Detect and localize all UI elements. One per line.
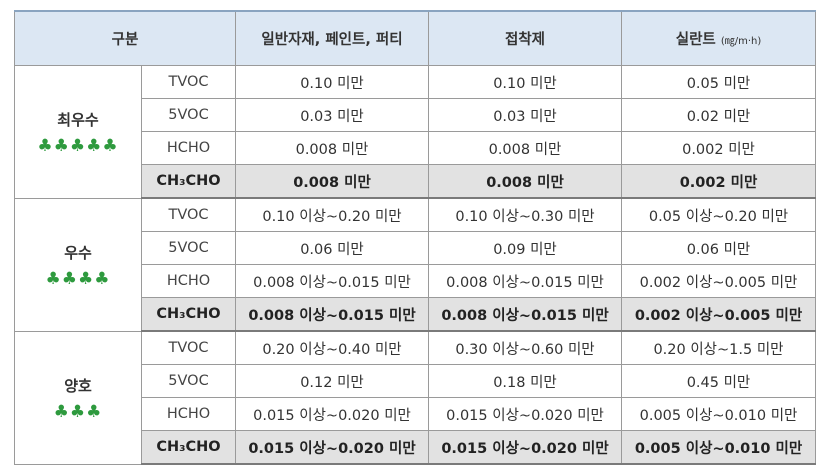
sealant-value: 0.20 이상~1.5 미만	[621, 330, 816, 365]
substance-cell: TVOC	[141, 330, 236, 365]
table-row: 5VOC 0.12 미만 0.18 미만 0.45 미만	[15, 364, 816, 398]
header-row: 구분 일반자재, 페인트, 퍼티 접착제 실란트 (㎎/m·h)	[14, 10, 816, 66]
clover-rating-icon: ♣♣♣♣♣	[37, 136, 119, 157]
general-materials-value: 0.12 미만	[235, 364, 429, 398]
header-sealant-unit: (㎎/m·h)	[720, 36, 762, 47]
adhesive-value: 0.09 미만	[428, 231, 622, 265]
sealant-value: 0.002 이상~0.005 미만	[621, 297, 816, 332]
grade-cell: 우수 ♣♣♣♣	[14, 197, 142, 332]
substance-cell: CH₃CHO	[141, 430, 236, 465]
sealant-value: 0.002 미만	[621, 164, 816, 199]
general-materials-value: 0.008 이상~0.015 미만	[235, 297, 429, 332]
general-materials-value: 0.015 이상~0.020 미만	[235, 397, 429, 431]
grade-cell: 최우수 ♣♣♣♣♣	[14, 65, 142, 199]
general-materials-value: 0.008 미만	[235, 131, 429, 165]
substance-cell: HCHO	[141, 264, 236, 298]
general-materials-value: 0.015 이상~0.020 미만	[235, 430, 429, 465]
table-row: 최우수 ♣♣♣♣♣ TVOC 0.10 미만 0.10 미만 0.05 미만	[14, 65, 816, 199]
clover-rating-icon: ♣♣♣	[53, 402, 103, 422]
substance-cell: 5VOC	[141, 231, 236, 265]
adhesive-value: 0.10 이상~0.30 미만	[428, 197, 622, 232]
general-materials-value: 0.10 미만	[235, 65, 429, 99]
table-row: 우수 ♣♣♣♣ TVOC 0.10 이상~0.20 미만 0.10 이상~0.30 미만…	[14, 197, 816, 332]
substance-cell: TVOC	[141, 197, 236, 232]
table-row: 양호 ♣♣♣ TVOC 0.20 이상~0.40 미만 0.30 이상~0.60 미만 0…	[14, 330, 816, 465]
grade-label: 우수	[64, 244, 92, 262]
general-materials-value: 0.008 이상~0.015 미만	[235, 264, 429, 298]
substance-cell: 5VOC	[141, 364, 236, 398]
sealant-value: 0.45 미만	[621, 364, 816, 398]
substance-cell: 5VOC	[141, 98, 236, 132]
table-row: HCHO 0.015 이상~0.020 미만 0.015 이상~0.020 미만 0.…	[15, 397, 816, 431]
table-row: 5VOC 0.03 미만 0.03 미만 0.02 미만	[15, 98, 816, 132]
table-row: HCHO 0.008 미만 0.008 미만 0.002 미만	[15, 131, 816, 165]
adhesive-value: 0.30 이상~0.60 미만	[428, 330, 622, 365]
grade-cell: 양호 ♣♣♣	[14, 330, 142, 465]
adhesive-value: 0.008 이상~0.015 미만	[428, 264, 622, 298]
sealant-value: 0.02 미만	[621, 98, 816, 132]
sealant-value: 0.05 이상~0.20 미만	[621, 197, 816, 232]
grade-label: 최우수	[57, 111, 99, 130]
clover-rating-icon: ♣♣♣♣	[45, 269, 111, 289]
table-row: HCHO 0.008 이상~0.015 미만 0.008 이상~0.015 미만 0.…	[15, 264, 816, 298]
general-materials-value: 0.10 이상~0.20 미만	[235, 197, 429, 232]
adhesive-value: 0.18 미만	[428, 364, 622, 398]
emission-grade-table: 구분 일반자재, 페인트, 퍼티 접착제 실란트 (㎎/m·h) 최우수 ♣♣♣♣…	[14, 10, 816, 465]
adhesive-value: 0.015 이상~0.020 미만	[428, 397, 622, 431]
substance-cell: CH₃CHO	[141, 297, 236, 332]
table-row: CH₃CHO 0.008 미만 0.008 미만 0.002 미만	[15, 164, 816, 199]
substance-cell: HCHO	[141, 131, 236, 165]
sealant-value: 0.06 미만	[621, 231, 816, 265]
sealant-value: 0.002 미만	[621, 131, 816, 165]
table-row: CH₃CHO 0.015 이상~0.020 미만 0.015 이상~0.020 미만…	[15, 430, 816, 465]
general-materials-value: 0.06 미만	[235, 231, 429, 265]
adhesive-value: 0.10 미만	[428, 65, 622, 99]
substance-cell: TVOC	[141, 65, 236, 99]
adhesive-value: 0.008 미만	[428, 131, 622, 165]
general-materials-value: 0.20 이상~0.40 미만	[235, 330, 429, 365]
header-general-materials: 일반자재, 페인트, 퍼티	[235, 10, 429, 66]
header-sealant-label: 실란트	[675, 32, 716, 48]
header-sealant: 실란트 (㎎/m·h)	[621, 10, 816, 66]
adhesive-value: 0.008 미만	[428, 164, 622, 199]
general-materials-value: 0.03 미만	[235, 98, 429, 132]
sealant-value: 0.002 이상~0.005 미만	[621, 264, 816, 298]
sealant-value: 0.005 이상~0.010 미만	[621, 430, 816, 465]
header-adhesive: 접착제	[428, 10, 622, 66]
table-row: 5VOC 0.06 미만 0.09 미만 0.06 미만	[15, 231, 816, 265]
general-materials-value: 0.008 미만	[235, 164, 429, 199]
sealant-value: 0.005 이상~0.010 미만	[621, 397, 816, 431]
table-row: CH₃CHO 0.008 이상~0.015 미만 0.008 이상~0.015 미만…	[15, 297, 816, 332]
adhesive-value: 0.008 이상~0.015 미만	[428, 297, 622, 332]
adhesive-value: 0.03 미만	[428, 98, 622, 132]
substance-cell: HCHO	[141, 397, 236, 431]
sealant-value: 0.05 미만	[621, 65, 816, 99]
header-category: 구분	[14, 10, 236, 66]
grade-label: 양호	[64, 377, 92, 395]
substance-cell: CH₃CHO	[141, 164, 236, 199]
adhesive-value: 0.015 이상~0.020 미만	[428, 430, 622, 465]
